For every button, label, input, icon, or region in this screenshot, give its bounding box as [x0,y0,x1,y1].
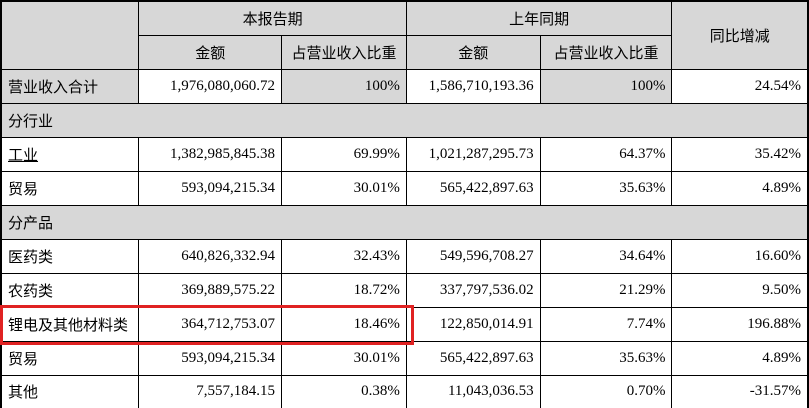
table-row: 医药类 640,826,332.94 32.43% 549,596,708.27 34.… [0,238,809,274]
table-row: 营业收入合计 1,976,080,060.72 100% 1,586,710,193.… [0,68,809,104]
prior-amount-cell: 337,797,536.02 [405,272,541,308]
section-label: 分行业 [0,102,809,138]
yoy-header: 同比增减 [671,0,809,70]
prior-pct-cell: 100% [539,68,673,104]
current-pct-cell: 32.43% [281,238,407,274]
prior-pct-cell: 0.70% [539,374,673,408]
row-label: 医药类 [0,238,140,274]
prior-pct-cell: 34.64% [539,238,673,274]
yoy-change-cell: -31.57% [671,374,809,408]
table-row: 其他 7,557,184.15 0.38% 11,043,036.53 0.70% -31… [0,374,809,408]
yoy-change-cell: 196.88% [671,306,809,342]
row-label: 其他 [0,374,140,408]
section-label: 分产品 [0,204,809,240]
current-pct-cell: 18.72% [281,272,407,308]
prior-period-header: 上年同期 [405,0,673,36]
current-amount-cell: 7,557,184.15 [138,374,283,408]
table-header: 本报告期 上年同期 同比增减 金额 占营业收入比重 金额 占营业收入比重 [0,0,809,70]
current-pct-cell: 30.01% [281,170,407,206]
header-row-subcolumns: 金额 占营业收入比重 金额 占营业收入比重 [1,34,808,70]
current-amount-cell: 593,094,215.34 [138,340,283,376]
current-pct-cell: 18.46% [281,306,407,342]
current-amount-cell: 369,889,575.22 [138,272,283,308]
table-body: 营业收入合计 1,976,080,060.72 100% 1,586,710,193.… [0,68,809,408]
current-amount-cell: 1,382,985,845.38 [138,136,283,172]
current-pct-header: 占营业收入比重 [281,34,407,70]
prior-amount-cell: 549,596,708.27 [405,238,541,274]
table-row: 工业 1,382,985,845.38 69.99% 1,021,287,295.73… [0,136,809,172]
yoy-change-cell: 4.89% [671,170,809,206]
yoy-change-cell: 4.89% [671,340,809,376]
yoy-change-cell: 35.42% [671,136,809,172]
row-label: 工业 [0,136,140,172]
current-pct-cell: 0.38% [281,374,407,408]
current-amount-cell: 593,094,215.34 [138,170,283,206]
current-amount-cell: 640,826,332.94 [138,238,283,274]
current-amount-cell: 1,976,080,060.72 [138,68,283,104]
prior-amount-cell: 1,586,710,193.36 [405,68,541,104]
corner-cell [0,0,140,70]
prior-pct-cell: 64.37% [539,136,673,172]
prior-pct-cell: 35.63% [539,170,673,206]
row-label: 贸易 [0,340,140,376]
current-amount-cell: 364,712,753.07 [138,306,283,342]
yoy-change-cell: 24.54% [671,68,809,104]
prior-pct-header: 占营业收入比重 [539,34,673,70]
yoy-change-cell: 9.50% [671,272,809,308]
prior-amount-header: 金额 [405,34,541,70]
row-label: 营业收入合计 [0,68,140,104]
row-label: 农药类 [0,272,140,308]
yoy-change-cell: 16.60% [671,238,809,274]
current-pct-cell: 30.01% [281,340,407,376]
header-row-groups: 本报告期 上年同期 同比增减 [0,0,809,70]
current-amount-header: 金额 [138,34,283,70]
current-pct-cell: 69.99% [281,136,407,172]
prior-pct-cell: 21.29% [539,272,673,308]
prior-pct-cell: 7.74% [539,306,673,342]
prior-amount-cell: 11,043,036.53 [405,374,541,408]
table-row: 农药类 369,889,575.22 18.72% 337,797,536.02 21.… [0,272,809,308]
row-label: 贸易 [0,170,140,206]
prior-pct-cell: 35.63% [539,340,673,376]
prior-amount-cell: 565,422,897.63 [405,340,541,376]
section-row: 分行业 [0,102,809,138]
table-row: 贸易 593,094,215.34 30.01% 565,422,897.63 35.6… [0,170,809,206]
prior-amount-cell: 565,422,897.63 [405,170,541,206]
prior-amount-cell: 122,850,014.91 [405,306,541,342]
table-row: 锂电及其他材料类 364,712,753.07 18.46% 122,850,014.… [0,306,809,342]
row-label: 锂电及其他材料类 [0,306,140,342]
current-period-header: 本报告期 [138,0,407,36]
section-row: 分产品 [0,204,809,240]
current-pct-cell: 100% [281,68,407,104]
prior-amount-cell: 1,021,287,295.73 [405,136,541,172]
table-row: 贸易 593,094,215.34 30.01% 565,422,897.63 35.6… [0,340,809,376]
